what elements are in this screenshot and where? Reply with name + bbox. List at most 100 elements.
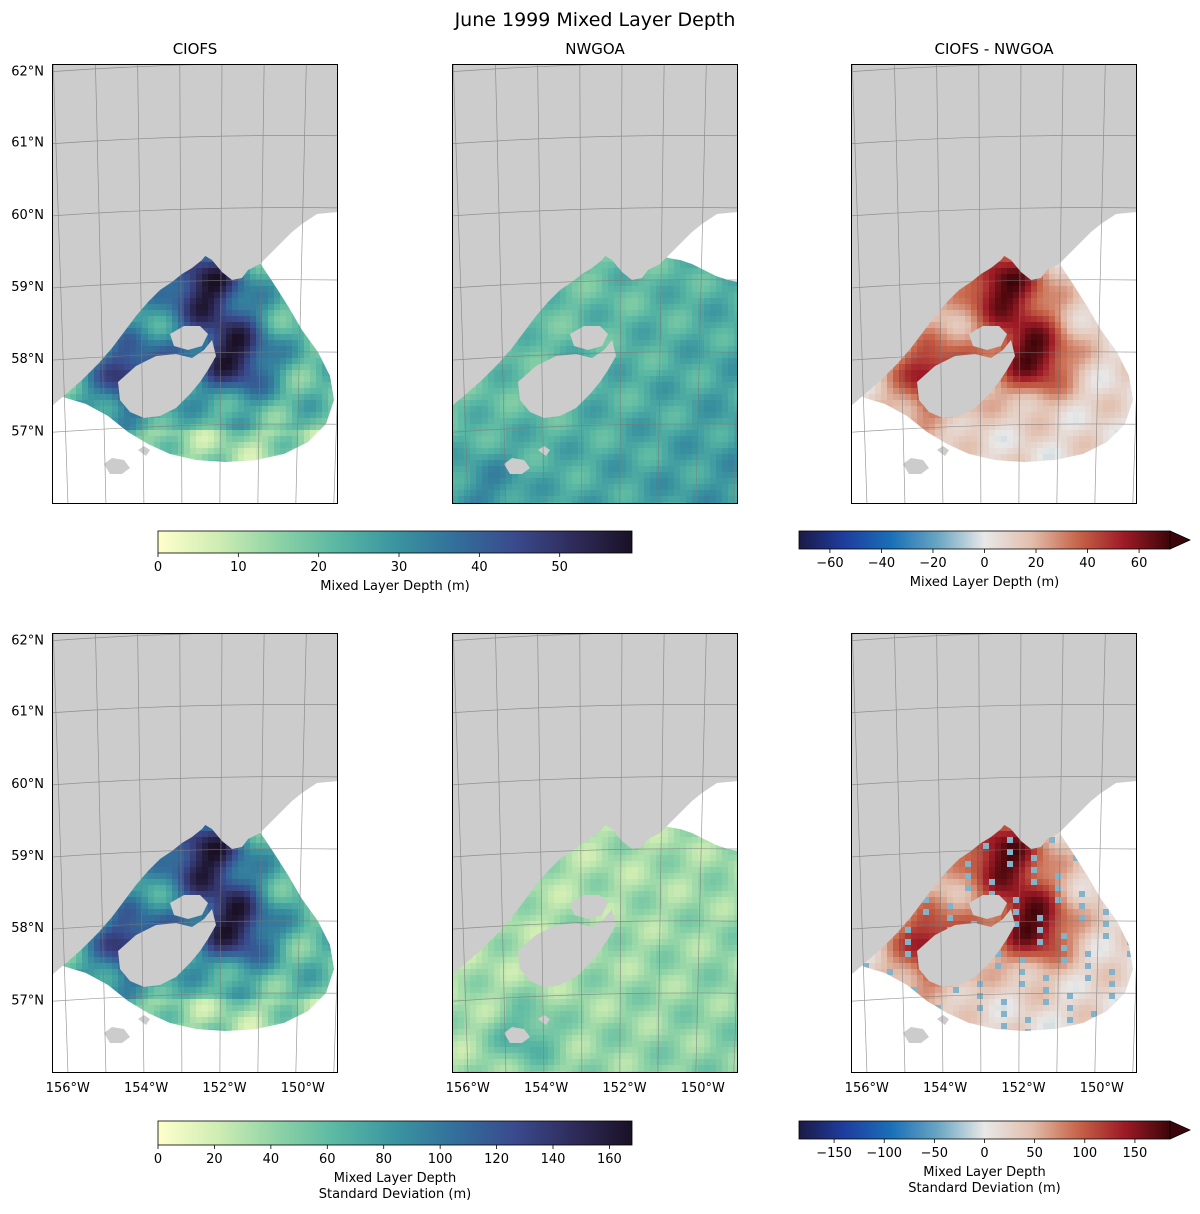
colorbar-tick-label: 140 [541, 1152, 566, 1167]
colorbar-sequential-top: 0 10 20 30 40 50 Mixed Layer Depth (m) [154, 530, 633, 594]
colorbar-extend-arrow [1169, 1120, 1191, 1140]
panel-frame [452, 64, 738, 504]
colorbar-extend-arrow [1169, 530, 1191, 550]
colorbar-label: Mixed Layer Depth [923, 1165, 1045, 1180]
colorbar-tick-label: 20 [1028, 556, 1045, 571]
lat-tick-label: 62°N [11, 634, 44, 649]
colorbar-label: Standard Deviation (m) [908, 1181, 1060, 1196]
map-panel-top-left: CIOFS 62°N 61°N 60°N 59°N 58°N 57°N [11, 40, 338, 504]
panel-title: CIOFS - NWGOA [934, 40, 1054, 58]
lon-tick-label: 154°W [124, 1081, 168, 1096]
land-islets [903, 1015, 949, 1043]
panel-frame [52, 64, 338, 504]
colorbar-tick-label: 100 [428, 1152, 453, 1167]
colorbar-label: Mixed Layer Depth (m) [910, 575, 1059, 590]
land-mainland [452, 64, 738, 406]
colorbar-tick-label: 50 [551, 560, 568, 575]
colorbar-tick-label: 0 [154, 560, 162, 575]
lat-tick-label: 60°N [11, 777, 44, 792]
graticule [851, 633, 1137, 1073]
panel-title: CIOFS [173, 40, 218, 58]
land-mainland [851, 633, 1137, 975]
lat-tick-label: 59°N [11, 280, 44, 295]
lat-tick-label: 58°N [11, 352, 44, 367]
colorbar-diverging-top: −60 −40 −20 0 20 40 60 Mixed Layer Depth (m) [798, 530, 1191, 590]
map-panel-bottom-left: 62°N 61°N 60°N 59°N 58°N 57°N 156°W 154°W 152°W 1… [11, 633, 338, 1096]
land-islets [504, 1015, 550, 1043]
panel-frame [452, 633, 738, 1073]
figure-title: June 1999 Mixed Layer Depth [454, 9, 736, 31]
colorbar-tick-label: 120 [484, 1152, 509, 1167]
colorbar-tick-label: −150 [816, 1146, 852, 1161]
lon-tick-label: 156°W [46, 1081, 90, 1096]
land-mainland [52, 633, 338, 975]
colorbar-tick-label: 100 [1072, 1146, 1097, 1161]
land-mainland [52, 64, 338, 406]
colorbar-label: Standard Deviation (m) [319, 1187, 471, 1202]
colorbar-tick-label: 10 [230, 560, 247, 575]
map-panels: CIOFS 62°N 61°N 60°N 59°N 58°N 57°N NWGOA CIOFS … [11, 40, 1137, 1096]
panel-title: NWGOA [565, 40, 625, 58]
lat-tick-label: 60°N [11, 208, 44, 223]
colorbar-tick-label: 150 [1122, 1146, 1147, 1161]
lon-tick-label: 154°W [923, 1081, 967, 1096]
lon-tick-label: 150°W [1080, 1081, 1124, 1096]
colorbar-tick-label: 40 [1079, 556, 1096, 571]
colorbar-tick-label: 0 [154, 1152, 162, 1167]
lon-tick-label: 152°W [602, 1081, 646, 1096]
lon-tick-label: 152°W [1001, 1081, 1045, 1096]
land-islets [504, 446, 550, 474]
colorbar-label: Mixed Layer Depth (m) [320, 579, 469, 594]
land-mainland [851, 64, 1137, 406]
graticule [452, 633, 738, 1073]
colorbar-gradient [157, 530, 633, 554]
lat-tick-label: 62°N [11, 65, 44, 80]
lat-tick-label: 57°N [11, 424, 44, 439]
colorbar-tick-label: 40 [263, 1152, 280, 1167]
lon-tick-label: 156°W [845, 1081, 889, 1096]
land-afognak-island [570, 895, 608, 919]
map-panel-bottom-center: 156°W 154°W 152°W 150°W [446, 633, 738, 1096]
colorbars: 0 10 20 30 40 50 Mixed Layer Depth (m) −60 −40 −2… [154, 530, 1191, 1202]
land-mainland [452, 633, 738, 975]
lat-tick-label: 59°N [11, 849, 44, 864]
colorbar-tick-label: −60 [816, 556, 843, 571]
lon-tick-label: 150°W [681, 1081, 725, 1096]
lat-tick-label: 61°N [11, 705, 44, 720]
panel-frame [851, 64, 1137, 504]
graticule [52, 64, 338, 504]
colorbar-sequential-bottom: 0 20 40 60 80 100 120 140 160 Mixed Layer DepthSt… [154, 1120, 633, 1202]
colorbar-diverging-bottom: −150 −100 −50 0 50 100 150 Mixed Layer DepthSta… [798, 1120, 1191, 1196]
colorbar-tick-label: −100 [866, 1146, 902, 1161]
lon-tick-label: 152°W [202, 1081, 246, 1096]
colorbar-tick-label: −40 [868, 556, 895, 571]
colorbar-tick-label: 160 [597, 1152, 622, 1167]
lat-tick-label: 57°N [11, 993, 44, 1008]
lon-tick-label: 156°W [446, 1081, 490, 1096]
land-afognak-island [170, 326, 208, 350]
colorbar-tick-label: 30 [391, 560, 408, 575]
land-afognak-island [969, 895, 1007, 919]
land-islets [104, 1015, 150, 1043]
colorbar-gradient [798, 530, 1171, 550]
colorbar-tick-label: −20 [919, 556, 946, 571]
colorbar-tick-label: −50 [921, 1146, 948, 1161]
colorbar-tick-label: 60 [1131, 556, 1148, 571]
colorbar-gradient [798, 1120, 1171, 1140]
lon-tick-label: 150°W [281, 1081, 325, 1096]
colorbar-tick-label: 50 [1026, 1146, 1043, 1161]
panel-frame [52, 633, 338, 1073]
colorbar-label: Mixed Layer Depth [334, 1171, 456, 1186]
land-afognak-island [969, 326, 1007, 350]
map-panel-top-right: CIOFS - NWGOA [851, 40, 1137, 504]
land-afognak-island [170, 895, 208, 919]
map-panel-top-center: NWGOA [452, 40, 738, 504]
map-panel-bottom-right: 156°W 154°W 152°W 150°W [845, 633, 1137, 1096]
colorbar-tick-label: 60 [319, 1152, 336, 1167]
land-islets [903, 446, 949, 474]
lat-tick-label: 58°N [11, 921, 44, 936]
lat-tick-label: 61°N [11, 136, 44, 151]
land-afognak-island [570, 326, 608, 350]
colorbar-tick-label: 40 [471, 560, 488, 575]
